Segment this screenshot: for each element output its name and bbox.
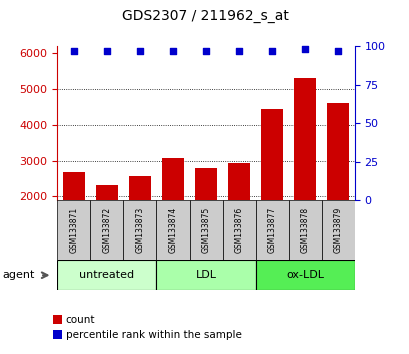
Bar <box>294 78 315 268</box>
Point <box>169 48 176 53</box>
Text: GSM133877: GSM133877 <box>267 207 276 253</box>
Bar <box>288 200 321 260</box>
Text: GSM133878: GSM133878 <box>300 207 309 253</box>
Bar <box>255 260 354 290</box>
Bar <box>63 172 84 268</box>
Text: percentile rank within the sample: percentile rank within the sample <box>65 330 241 339</box>
Bar <box>195 168 216 268</box>
Text: agent: agent <box>2 270 34 280</box>
Bar <box>321 200 354 260</box>
Point <box>70 48 77 53</box>
Point <box>136 48 143 53</box>
Bar <box>189 200 222 260</box>
Bar <box>327 103 348 268</box>
Point <box>268 48 275 53</box>
Point <box>334 48 341 53</box>
Text: GSM133873: GSM133873 <box>135 207 144 253</box>
Text: GSM133879: GSM133879 <box>333 207 342 253</box>
Point <box>301 46 308 52</box>
Bar <box>261 109 282 268</box>
Text: GSM133872: GSM133872 <box>102 207 111 253</box>
Text: GSM133871: GSM133871 <box>69 207 78 253</box>
Point <box>235 48 242 53</box>
Text: GSM133875: GSM133875 <box>201 207 210 253</box>
Bar <box>255 200 288 260</box>
Text: GDS2307 / 211962_s_at: GDS2307 / 211962_s_at <box>121 9 288 23</box>
Text: GSM133874: GSM133874 <box>168 207 177 253</box>
Bar <box>156 260 255 290</box>
Bar <box>123 200 156 260</box>
Text: LDL: LDL <box>195 270 216 280</box>
Text: untreated: untreated <box>79 270 134 280</box>
Text: count: count <box>65 315 95 325</box>
Point <box>202 48 209 53</box>
Bar <box>57 260 156 290</box>
Bar <box>162 159 183 268</box>
Bar <box>228 163 249 268</box>
Text: GSM133876: GSM133876 <box>234 207 243 253</box>
Point <box>103 48 110 53</box>
Bar <box>96 185 117 268</box>
Bar <box>156 200 189 260</box>
Bar <box>90 200 123 260</box>
Text: ox-LDL: ox-LDL <box>285 270 324 280</box>
Bar <box>129 176 151 268</box>
Bar <box>222 200 255 260</box>
Bar <box>57 200 90 260</box>
